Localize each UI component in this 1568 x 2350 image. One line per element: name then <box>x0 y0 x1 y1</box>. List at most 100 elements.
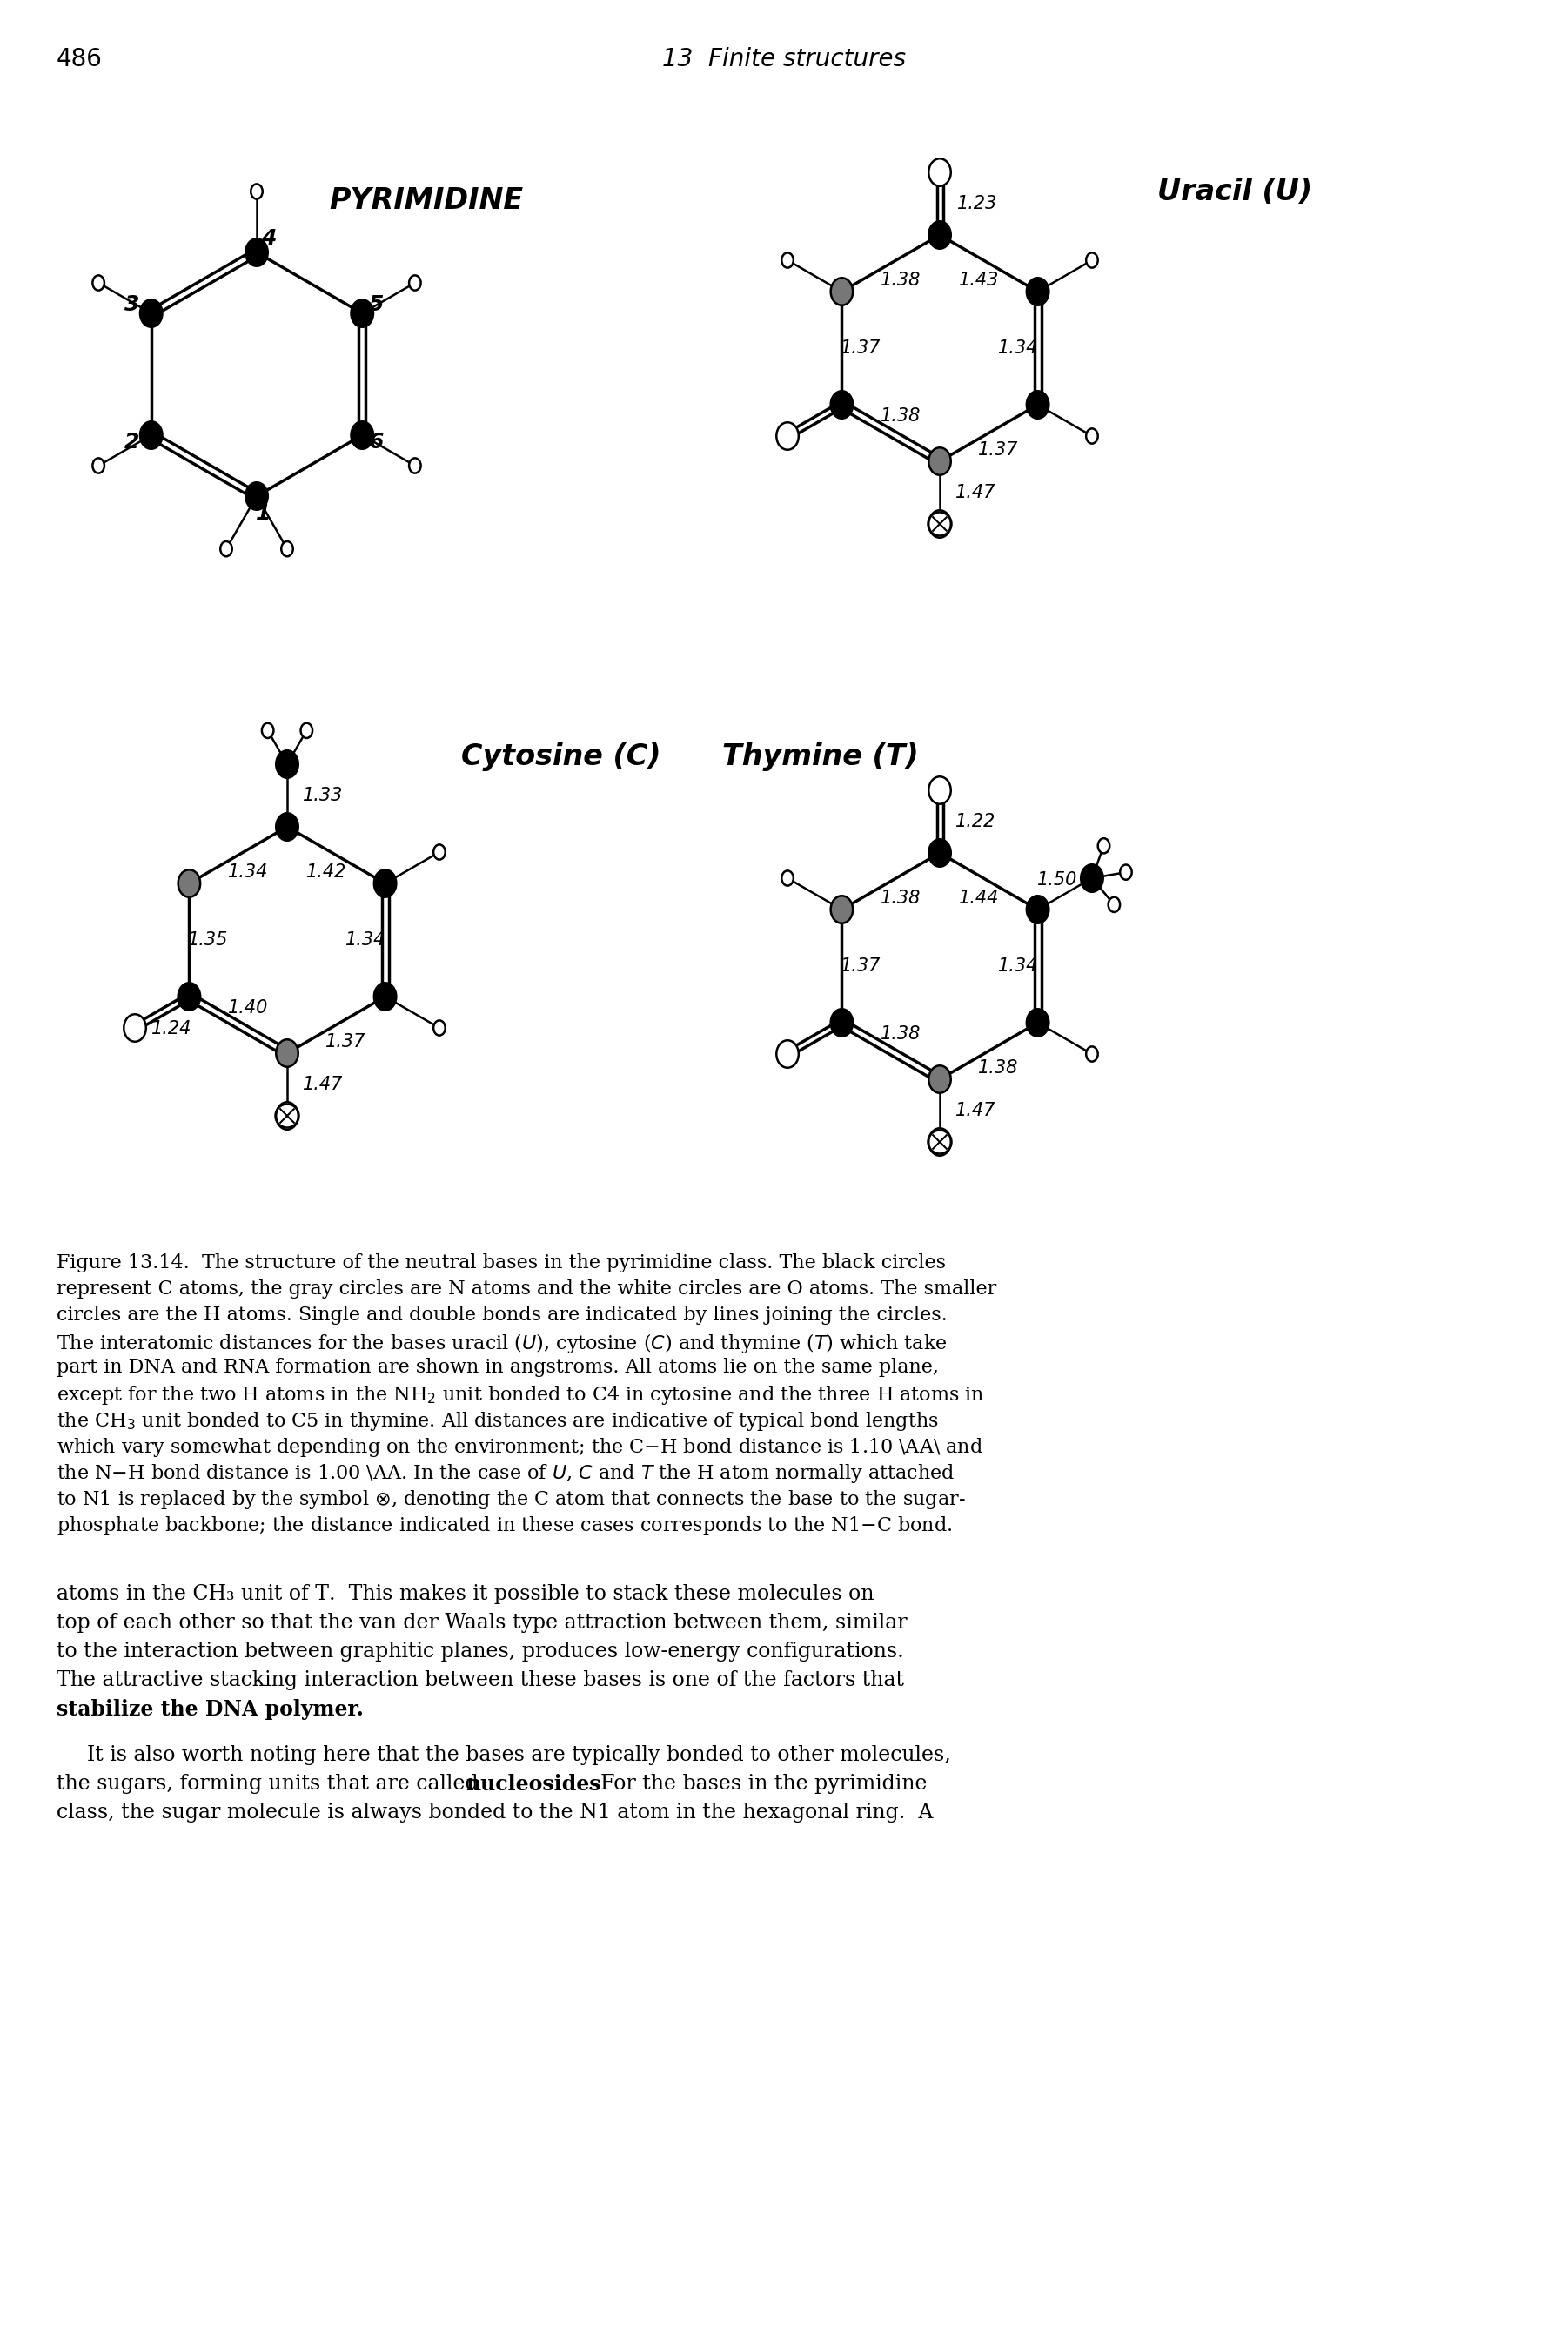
Ellipse shape <box>1027 895 1049 924</box>
Text: the CH$_3$ unit bonded to C5 in thymine. All distances are indicative of typical: the CH$_3$ unit bonded to C5 in thymine.… <box>56 1410 939 1434</box>
Ellipse shape <box>375 982 397 1010</box>
Text: 6: 6 <box>368 432 384 454</box>
Text: 1.34: 1.34 <box>999 338 1038 357</box>
Text: . For the bases in the pyrimidine: . For the bases in the pyrimidine <box>588 1774 927 1793</box>
Text: the sugars, forming units that are called: the sugars, forming units that are calle… <box>56 1774 485 1793</box>
Text: atoms in the CH₃ unit of Τ.  This makes it possible to stack these molecules on: atoms in the CH₃ unit of Τ. This makes i… <box>56 1584 873 1605</box>
Ellipse shape <box>1027 1008 1049 1036</box>
Ellipse shape <box>782 872 793 886</box>
Ellipse shape <box>409 275 420 291</box>
Ellipse shape <box>409 458 420 472</box>
Ellipse shape <box>1098 839 1110 853</box>
Ellipse shape <box>179 982 201 1010</box>
Ellipse shape <box>246 482 268 510</box>
Ellipse shape <box>1109 898 1120 912</box>
Text: 486: 486 <box>56 47 102 70</box>
Ellipse shape <box>433 844 445 860</box>
Text: 1.38: 1.38 <box>880 407 920 425</box>
Text: 13  Finite structures: 13 Finite structures <box>662 47 906 70</box>
Ellipse shape <box>928 221 950 249</box>
Text: nucleosides: nucleosides <box>466 1774 601 1795</box>
Ellipse shape <box>928 446 950 475</box>
Text: which vary somewhat depending on the environment; the C$-$H bond distance is 1.1: which vary somewhat depending on the env… <box>56 1436 983 1459</box>
Ellipse shape <box>1120 865 1132 879</box>
Text: 1: 1 <box>256 503 271 524</box>
Ellipse shape <box>93 275 105 291</box>
Text: 1.44: 1.44 <box>960 888 999 907</box>
Text: 1.24: 1.24 <box>152 1020 191 1039</box>
Ellipse shape <box>928 510 950 538</box>
Text: 1.38: 1.38 <box>880 1025 920 1043</box>
Ellipse shape <box>140 301 162 327</box>
Ellipse shape <box>262 724 273 738</box>
Text: 1.34: 1.34 <box>227 862 268 881</box>
Text: 1.47: 1.47 <box>955 484 996 501</box>
Ellipse shape <box>351 301 373 327</box>
Text: 1.38: 1.38 <box>978 1060 1019 1076</box>
Ellipse shape <box>782 254 793 268</box>
Text: Figure 13.14.  The structure of the neutral bases in the pyrimidine class. The b: Figure 13.14. The structure of the neutr… <box>56 1253 946 1271</box>
Text: represent C atoms, the gray circles are N atoms and the white circles are O atom: represent C atoms, the gray circles are … <box>56 1278 997 1300</box>
Ellipse shape <box>928 1065 950 1093</box>
Ellipse shape <box>831 390 853 418</box>
Ellipse shape <box>351 421 373 449</box>
Ellipse shape <box>1027 390 1049 418</box>
Text: It is also worth noting here that the bases are typically bonded to other molecu: It is also worth noting here that the ba… <box>86 1746 950 1765</box>
Ellipse shape <box>179 870 201 898</box>
Ellipse shape <box>1087 428 1098 444</box>
Ellipse shape <box>246 240 268 266</box>
Text: 1.37: 1.37 <box>840 338 881 357</box>
Text: 1.37: 1.37 <box>326 1032 365 1050</box>
Text: 1.42: 1.42 <box>306 862 347 881</box>
Text: top of each other so that the van der Waals type attraction between them, simila: top of each other so that the van der Wa… <box>56 1612 908 1633</box>
Ellipse shape <box>276 1039 298 1067</box>
Ellipse shape <box>93 458 105 472</box>
Text: Uracil (U): Uracil (U) <box>1157 176 1312 207</box>
Text: 5: 5 <box>368 294 384 315</box>
Text: phosphate backbone; the distance indicated in these cases corresponds to the N1$: phosphate backbone; the distance indicat… <box>56 1513 952 1537</box>
Text: 1.50: 1.50 <box>1036 872 1077 888</box>
Text: PYRIMIDINE: PYRIMIDINE <box>329 186 524 214</box>
Ellipse shape <box>776 1041 798 1067</box>
Ellipse shape <box>251 183 262 200</box>
Ellipse shape <box>831 277 853 306</box>
Ellipse shape <box>276 1102 298 1130</box>
Ellipse shape <box>928 160 950 186</box>
Text: to N1 is replaced by the symbol $\otimes$, denoting the C atom that connects the: to N1 is replaced by the symbol $\otimes… <box>56 1488 966 1511</box>
Text: part in DNA and RNA formation are shown in angstroms. All atoms lie on the same : part in DNA and RNA formation are shown … <box>56 1358 939 1377</box>
Ellipse shape <box>433 1020 445 1036</box>
Text: 1.35: 1.35 <box>188 931 229 949</box>
Text: class, the sugar molecule is always bonded to the N1 atom in the hexagonal ring.: class, the sugar molecule is always bond… <box>56 1802 933 1824</box>
Text: circles are the H atoms. Single and double bonds are indicated by lines joining : circles are the H atoms. Single and doub… <box>56 1307 947 1325</box>
Text: The interatomic distances for the bases uracil ($U$), cytosine ($C$) and thymine: The interatomic distances for the bases … <box>56 1332 947 1356</box>
Text: 1.34: 1.34 <box>999 956 1038 975</box>
Ellipse shape <box>124 1015 146 1041</box>
Text: 1.38: 1.38 <box>880 270 920 289</box>
Text: The attractive stacking interaction between these bases is one of the factors th: The attractive stacking interaction betw… <box>56 1671 905 1690</box>
Text: 1.37: 1.37 <box>840 956 881 975</box>
Text: 1.34: 1.34 <box>347 931 386 949</box>
Text: stabilize the DNA polymer.: stabilize the DNA polymer. <box>56 1699 364 1720</box>
Text: 3: 3 <box>124 294 140 315</box>
Ellipse shape <box>221 540 232 557</box>
Ellipse shape <box>928 839 950 867</box>
Text: 1.38: 1.38 <box>880 888 920 907</box>
Text: 1.33: 1.33 <box>303 787 343 804</box>
Ellipse shape <box>1080 865 1102 893</box>
Ellipse shape <box>1027 277 1049 306</box>
Ellipse shape <box>831 1008 853 1036</box>
Ellipse shape <box>276 750 298 778</box>
Ellipse shape <box>140 421 162 449</box>
Text: Cytosine (C): Cytosine (C) <box>461 743 660 771</box>
Text: 2: 2 <box>124 432 140 454</box>
Ellipse shape <box>928 776 950 804</box>
Text: 1.47: 1.47 <box>303 1076 343 1093</box>
Ellipse shape <box>375 870 397 898</box>
Text: Thymine (T): Thymine (T) <box>723 743 919 771</box>
Text: 4: 4 <box>262 228 276 249</box>
Ellipse shape <box>928 1128 950 1156</box>
Text: except for the two H atoms in the NH$_2$ unit bonded to C4 in cytosine and the t: except for the two H atoms in the NH$_2$… <box>56 1384 985 1408</box>
Ellipse shape <box>776 423 798 449</box>
Text: to the interaction between graphitic planes, produces low-energy configurations.: to the interaction between graphitic pla… <box>56 1643 903 1661</box>
Text: 1.37: 1.37 <box>978 442 1019 458</box>
